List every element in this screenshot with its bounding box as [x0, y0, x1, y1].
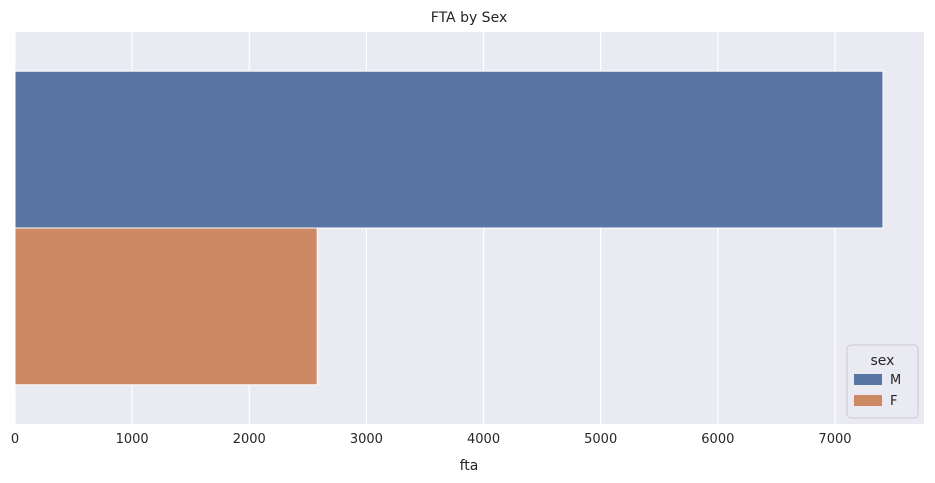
x-tick-label: 1000 — [116, 432, 149, 447]
x-tick-label: 0 — [11, 432, 19, 447]
x-tick-label: 7000 — [818, 432, 851, 447]
chart-title: FTA by Sex — [431, 10, 507, 26]
legend-label-m: M — [890, 373, 901, 388]
x-axis-label: fta — [460, 458, 479, 474]
legend-title: sex — [871, 353, 895, 369]
x-tick-label: 2000 — [233, 432, 266, 447]
legend-swatch-f — [854, 395, 882, 406]
bars — [14, 70, 884, 386]
x-tick-label: 6000 — [701, 432, 734, 447]
bar-m — [14, 70, 884, 229]
legend-label-f: F — [890, 394, 897, 409]
x-tick-label: 5000 — [584, 432, 617, 447]
x-tick-label: 3000 — [350, 432, 383, 447]
legend: sex MF — [846, 344, 919, 419]
legend-swatch-m — [854, 374, 882, 385]
x-tick-label: 4000 — [467, 432, 500, 447]
bar-f — [14, 227, 318, 386]
x-axis-ticks: 0 1000 2000 3000 4000 5000 6000 7000 — [11, 432, 852, 447]
